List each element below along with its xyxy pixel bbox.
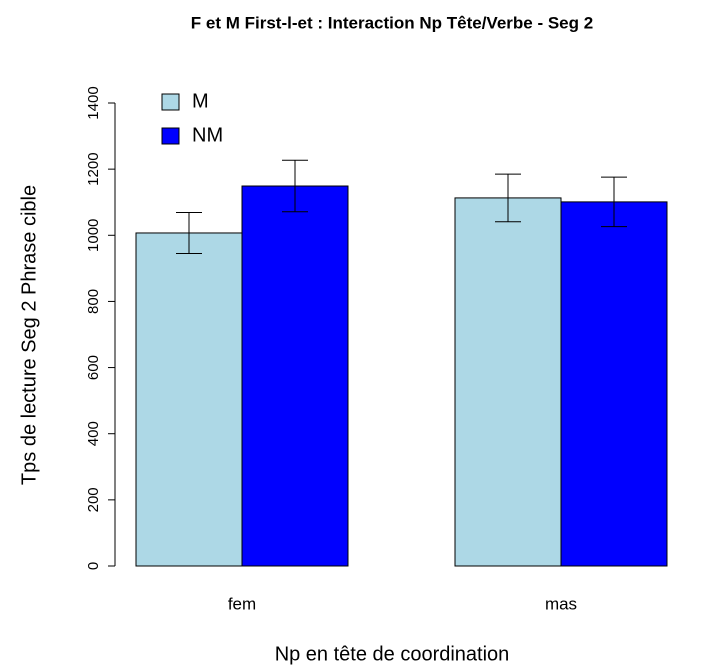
y-tick-label: 0 [85,562,102,570]
legend-label: M [192,90,209,112]
x-axis-label: Np en tête de coordination [275,643,510,665]
bar [135,232,243,567]
legend-swatch [161,127,180,145]
x-tick-label: mas [545,594,577,613]
bar [560,201,668,567]
y-tick-label: 200 [85,487,102,512]
y-tick-label: 800 [85,289,102,314]
y-tick-label: 1200 [85,152,102,185]
legend-swatch [161,93,180,111]
chart-title: F et M First-l-et : Interaction Np Tête/… [191,13,593,32]
bar [454,197,562,567]
y-tick-label: 1400 [85,86,102,119]
x-tick-label: fem [228,594,256,613]
bar [241,185,349,567]
y-axis-label: Tps de lecture Seg 2 Phrase cible [18,185,40,485]
y-tick-label: 1000 [85,219,102,252]
y-tick-label: 400 [85,421,102,446]
y-tick-label: 600 [85,355,102,380]
legend-label: NM [192,124,223,146]
